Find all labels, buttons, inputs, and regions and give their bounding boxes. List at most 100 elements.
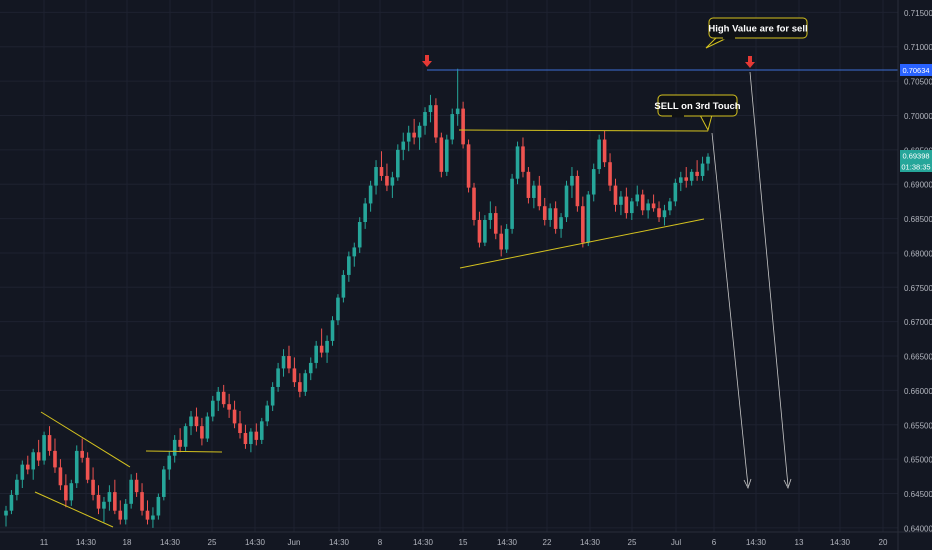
x-tick-label: 22 bbox=[543, 538, 552, 547]
candle-body bbox=[700, 163, 705, 176]
x-tick-label: 6 bbox=[712, 538, 717, 547]
candle-body bbox=[287, 356, 291, 369]
sell-arrow-icon bbox=[745, 56, 755, 68]
callout-tail-cover bbox=[672, 114, 684, 118]
candle-body bbox=[434, 105, 438, 138]
candle-body bbox=[379, 167, 384, 176]
candle-body bbox=[189, 416, 193, 427]
drawings: High Value are for sell SELL on 3rd Touch bbox=[34, 17, 898, 528]
price-tag-text: 0.70634 bbox=[902, 66, 929, 75]
candle-body bbox=[488, 213, 493, 220]
candle-body bbox=[298, 382, 302, 392]
candle-body bbox=[319, 345, 324, 353]
candle-body bbox=[521, 146, 525, 172]
candle-body bbox=[162, 469, 166, 497]
callout-box bbox=[657, 94, 738, 117]
y-tick-label: 0.65500 bbox=[904, 421, 932, 430]
candle-body bbox=[238, 423, 242, 434]
candle-body bbox=[243, 433, 248, 445]
candle-body bbox=[249, 431, 253, 445]
candle-body bbox=[396, 149, 400, 178]
x-tick-label: 14:30 bbox=[160, 538, 181, 547]
candle-body bbox=[270, 386, 275, 406]
candle-body bbox=[64, 485, 68, 501]
y-tick-label: 0.66000 bbox=[904, 387, 932, 396]
candle-body bbox=[25, 464, 30, 470]
candle-body bbox=[254, 431, 259, 440]
candle-body bbox=[455, 108, 460, 115]
y-tick-label: 0.70000 bbox=[904, 112, 932, 121]
x-tick-label: 14:30 bbox=[76, 538, 97, 547]
candle-body bbox=[9, 494, 14, 511]
candle-body bbox=[450, 114, 455, 140]
candlestick-series bbox=[4, 68, 710, 528]
candle-body bbox=[553, 208, 558, 229]
candle-body bbox=[107, 492, 112, 502]
x-tick-label: 14:30 bbox=[245, 538, 266, 547]
candle-body bbox=[336, 297, 340, 321]
candle-body bbox=[102, 501, 106, 509]
rising-support-line bbox=[459, 218, 705, 269]
candle-body bbox=[673, 182, 678, 202]
candle-body bbox=[91, 479, 95, 495]
projection-line-2 bbox=[749, 71, 789, 487]
x-tick-label: 11 bbox=[40, 538, 49, 547]
y-tick-label: 0.71500 bbox=[904, 9, 932, 18]
candle-body bbox=[684, 177, 689, 181]
candle-body bbox=[695, 171, 699, 176]
candle-body bbox=[96, 494, 101, 509]
candle-body bbox=[151, 515, 155, 520]
candle-body bbox=[194, 416, 199, 427]
candle-body bbox=[619, 196, 623, 205]
candle-body bbox=[42, 435, 46, 461]
candle-body bbox=[308, 362, 313, 374]
candle-body bbox=[80, 450, 84, 458]
candle-body bbox=[706, 156, 710, 164]
candle-body bbox=[216, 391, 221, 401]
x-tick-label: 14:30 bbox=[746, 538, 767, 547]
x-tick-label: 25 bbox=[208, 538, 217, 547]
candle-body bbox=[532, 185, 536, 198]
candle-body bbox=[47, 435, 52, 451]
callout-box bbox=[708, 17, 808, 39]
candle-body bbox=[156, 496, 161, 516]
price-tag-box bbox=[900, 150, 932, 161]
last-price-tag: 0.69398 bbox=[900, 150, 932, 161]
callout-label: SELL on 3rd Touch bbox=[654, 101, 740, 112]
candle-body bbox=[259, 421, 264, 440]
x-tick-label: 15 bbox=[459, 538, 468, 547]
candle-body bbox=[559, 217, 563, 229]
candle-body bbox=[602, 139, 607, 163]
candle-body bbox=[635, 194, 640, 202]
candle-body bbox=[575, 175, 580, 207]
candle-body bbox=[36, 452, 41, 461]
candle-body bbox=[624, 196, 629, 214]
x-tick-label: 13 bbox=[795, 538, 804, 547]
candle-body bbox=[640, 194, 645, 211]
candle-body bbox=[591, 169, 596, 195]
candle-body bbox=[347, 256, 351, 275]
candle-body bbox=[401, 141, 406, 150]
callout-sell-third-touch: SELL on 3rd Touch bbox=[654, 94, 741, 132]
x-tick-label: 14:30 bbox=[830, 538, 851, 547]
candle-body bbox=[31, 452, 36, 470]
candle-body bbox=[499, 233, 504, 250]
countdown-tag: 01:38:35 bbox=[900, 161, 932, 172]
y-tick-label: 0.64500 bbox=[904, 490, 932, 499]
sell-arrow-icon bbox=[422, 55, 432, 67]
candle-body bbox=[129, 479, 133, 504]
candle-body bbox=[526, 171, 531, 198]
candle-body bbox=[281, 356, 286, 369]
x-tick-label: 25 bbox=[628, 538, 637, 547]
candle-body bbox=[368, 185, 373, 204]
callout-tail-cover bbox=[723, 36, 735, 40]
candle-body bbox=[20, 464, 25, 480]
candle-body bbox=[662, 210, 667, 218]
candle-body bbox=[85, 457, 90, 480]
candle-body bbox=[363, 203, 367, 223]
projection-arrowhead-1 bbox=[743, 478, 752, 490]
y-tick-label: 0.69000 bbox=[904, 181, 932, 190]
candle-body bbox=[325, 340, 329, 353]
candle-body bbox=[74, 450, 79, 484]
